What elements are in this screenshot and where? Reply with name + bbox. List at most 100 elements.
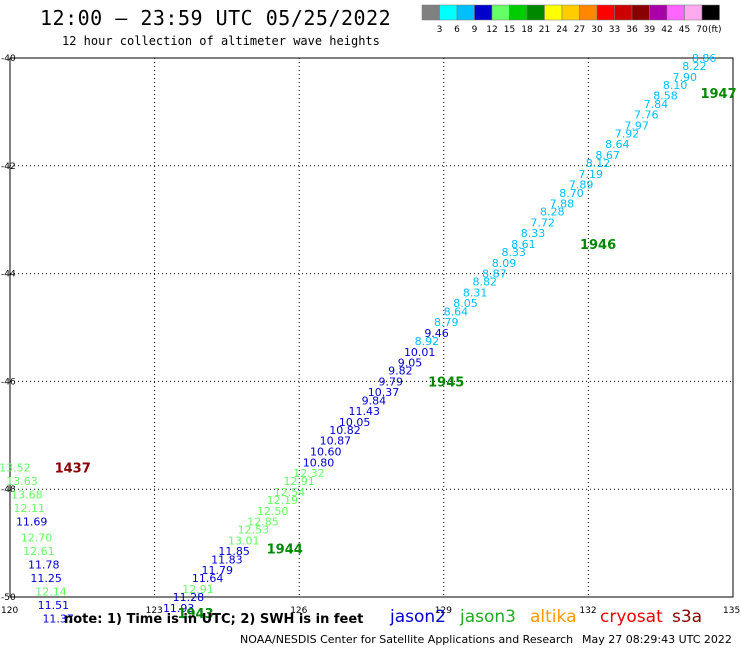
color-scale-legend: 3 6 9 12 15 18 21 24 27 30 33 36 39 42 45 70 (ft) [421,4,722,35]
grid-lines [10,58,733,597]
wave-height-point: 9.05 [398,357,423,370]
wave-height-point: 8.82 [473,276,498,289]
wave-height-point: 7.90 [673,71,698,84]
wave-height-point: 10.05 [339,416,371,429]
wave-height-point: 8.09 [492,257,517,270]
color-swatch [474,4,493,21]
wave-height-point: 7.84 [644,98,669,111]
wave-height-point: 11.64 [192,572,224,585]
wave-height-point: 9.46 [424,327,449,340]
wave-height-point: 13.01 [228,534,260,547]
wave-height-point: 8.70 [559,187,584,200]
wave-height-point: 7.88 [550,198,575,211]
color-scale-label: 33 [609,25,620,35]
wave-height-point: 11.37 [42,613,74,626]
color-scale-unit: (ft) [708,25,722,35]
x-tick-label: 132 [579,606,596,616]
wave-height-point: 10.80 [303,456,335,469]
data-points: 8.868.227.908.108.587.847.767.977.928.64… [0,52,716,626]
wave-height-point: 8.86 [692,52,717,65]
color-swatch [579,4,598,21]
color-swatch [439,4,458,21]
color-scale-label: 3 [437,25,443,35]
y-tick-label: -40 [1,54,16,64]
color-scale-label: 27 [574,25,585,35]
wave-height-point: 11.93 [163,602,195,615]
satellite-legend-item: jason3 [460,607,516,627]
satellite-legend-item: altika [530,607,577,627]
wave-height-point: 8.79 [434,316,459,329]
wave-height-point: 9.84 [362,394,387,407]
color-swatch [666,4,685,21]
wave-height-point: 12.14 [35,586,67,599]
wave-height-point: 10.01 [404,346,436,359]
plot-frame [9,57,734,598]
y-tick-label: -42 [1,162,16,172]
wave-height-point: 8.61 [511,238,536,251]
wave-height-point: 11.79 [202,564,234,577]
color-swatch [596,4,615,21]
wave-height-point: 11.51 [38,599,70,612]
wave-height-point: 13.63 [6,475,38,488]
time-annotation: 1943 [177,607,213,622]
color-scale-label: 6 [454,25,460,35]
wave-height-point: 12.11 [14,502,46,515]
wave-height-point: 7.92 [615,127,640,140]
wave-height-point: 12.70 [21,532,53,545]
wave-height-point: 12.85 [247,516,279,529]
wave-height-point: 7.76 [634,109,659,122]
x-tick-label: 129 [435,606,452,616]
wave-height-point: 12.91 [283,475,315,488]
wave-height-point: 7.97 [624,119,649,132]
wave-height-point: 12.32 [293,467,325,480]
wave-height-point: 8.87 [482,268,507,281]
color-swatch [526,4,545,21]
wave-height-point: 9.79 [379,375,404,388]
wave-height-point: 8.10 [663,79,688,92]
wave-height-point: 9.82 [388,365,413,378]
time-annotation: 1946 [580,238,616,253]
color-swatch [684,4,703,21]
footer-timestamp: May 27 08:29:43 UTC 2022 [582,633,732,646]
color-scale-label: 70 [696,25,708,35]
wave-height-point: 13.68 [11,489,43,502]
wave-height-point: 8.22 [682,60,707,73]
wave-height-point: 8.12 [586,157,611,170]
wave-height-point: 8.31 [463,286,488,299]
wave-height-point: 7.89 [569,179,594,192]
color-swatch [614,4,633,21]
color-swatch [421,4,440,21]
wave-height-point: 10.82 [329,424,361,437]
wave-height-point: 8.67 [595,149,620,162]
chart-title: 12:00 – 23:59 UTC 05/25/2022 [40,6,392,30]
wave-height-point: 12.19 [267,494,299,507]
color-swatch [631,4,650,21]
wave-height-point: 11.85 [218,545,250,558]
wave-height-point: 12.91 [182,583,214,596]
y-tick-label: -48 [1,485,16,495]
color-scale-label: 45 [679,25,690,35]
wave-height-point: 11.69 [16,516,48,529]
wave-height-point: 8.05 [453,297,478,310]
wave-height-point: 8.64 [605,138,630,151]
wave-height-point: 12.50 [257,505,289,518]
wave-height-point: 12.53 [238,524,270,537]
wave-height-point: 12.61 [23,545,55,558]
color-swatch [456,4,475,21]
wave-height-point: 7.72 [530,216,555,229]
x-tick-label: 120 [1,606,18,616]
wave-height-point: 11.43 [349,405,381,418]
color-swatch [509,4,528,21]
color-swatch [701,4,720,21]
wave-height-point: 8.33 [501,246,526,259]
color-scale-label: 36 [626,25,638,35]
footer-credit: NOAA/NESDIS Center for Satellite Applica… [240,633,574,646]
color-scale-label: 12 [486,25,497,35]
color-scale-label: 24 [556,25,568,35]
axis-ticks: 120 123 126 129 132 135 -40 -42 -44 -46 -48 -50 [1,54,740,616]
time-annotation: 1437 [55,462,91,477]
chart-subtitle: 12 hour collection of altimeter wave hei… [62,34,380,48]
color-scale-label: 9 [472,25,478,35]
satellite-legend-item: cryosat [600,607,663,627]
